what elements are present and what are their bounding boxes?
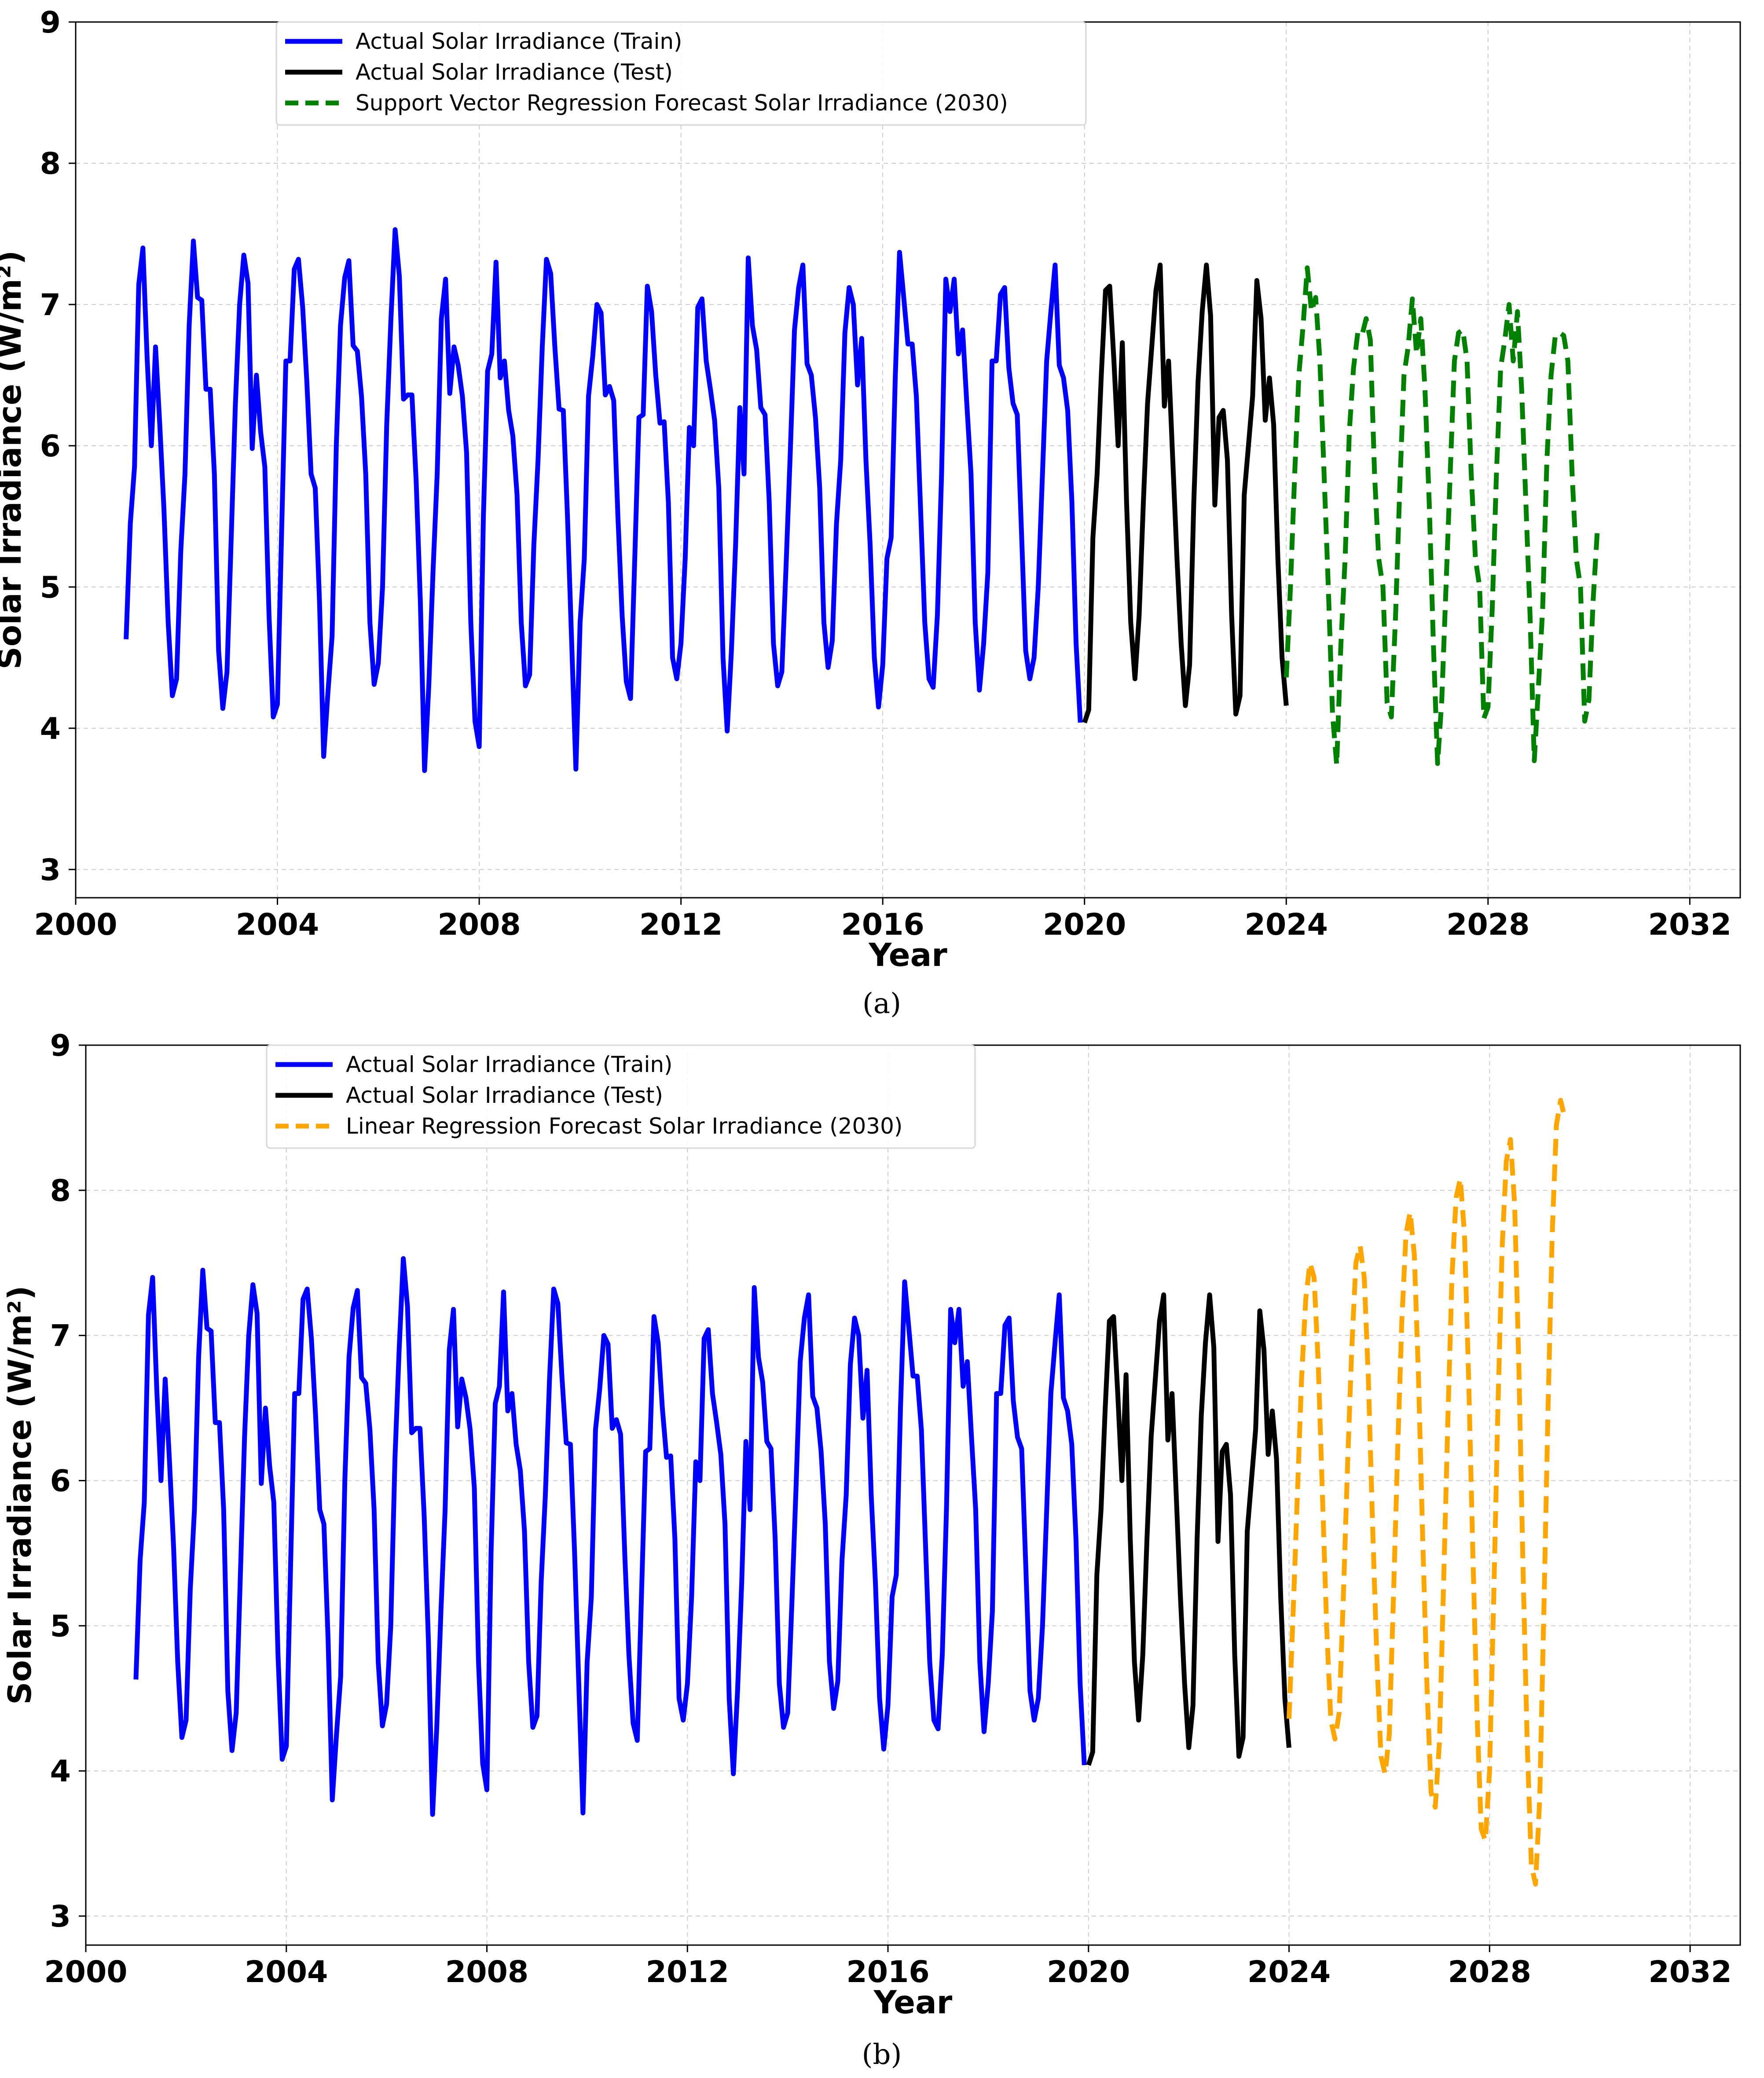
- x-tick-label: 2028: [1448, 1955, 1531, 1990]
- x-tick-label: 2020: [1047, 1955, 1130, 1990]
- y-tick-label: 8: [50, 1174, 71, 1208]
- legend-label-1: Actual Solar Irradiance (Train): [356, 29, 682, 54]
- panel-a: 2000 2004 2008 2012 2016 2020 2024 2028 2032 3 4 5 6…: [0, 5, 1741, 973]
- legend-label-3: Linear Regression Forecast Solar Irradia…: [346, 1113, 902, 1139]
- x-tick-label: 2016: [841, 907, 924, 942]
- legend-label-2: Actual Solar Irradiance (Test): [346, 1083, 663, 1108]
- x-tick-label: 2008: [445, 1955, 528, 1990]
- series-line-1: [124, 227, 1083, 773]
- y-tick-label: 6: [50, 1464, 71, 1499]
- series-line-2: [1086, 1292, 1291, 1766]
- x-tick-label: 2000: [34, 907, 117, 942]
- series-line-3: [1284, 265, 1600, 767]
- legend-label-3: Support Vector Regression Forecast Solar…: [356, 90, 1008, 116]
- y-tick-label: 7: [40, 288, 61, 323]
- y-tick-label: 4: [40, 712, 61, 746]
- panel-b: 2000 2004 2008 2012 2016 2020 2024 2028 2032 3 4 5 6…: [1, 1028, 1741, 2021]
- x-axis-label: Year: [868, 936, 947, 973]
- y-tick-label: 5: [40, 570, 61, 605]
- x-tick-label: 2012: [639, 907, 722, 942]
- x-tick-label: 2024: [1247, 1955, 1331, 1990]
- y-axis-label: Solar Irradiance (W/m²): [1, 1285, 38, 1704]
- y-tick-label: 8: [40, 147, 61, 181]
- y-tick-label: 9: [40, 5, 61, 40]
- legend-label-1: Actual Solar Irradiance (Train): [346, 1052, 673, 1077]
- legend: Actual Solar Irradiance (Train) Actual So…: [275, 21, 1087, 126]
- series-line-2: [1082, 262, 1289, 723]
- x-tick-label: 2004: [236, 907, 319, 942]
- y-tick-label: 6: [40, 429, 61, 464]
- legend-label-2: Actual Solar Irradiance (Test): [356, 59, 673, 85]
- caption-b: (b): [862, 2038, 902, 2071]
- x-tick-label: 2020: [1043, 907, 1126, 942]
- y-tick-label: 4: [50, 1754, 71, 1789]
- legend-box: [266, 1044, 976, 1149]
- x-tick-label: 2008: [437, 907, 521, 942]
- legend-box: [275, 21, 1087, 126]
- y-tick-label: 9: [50, 1028, 71, 1063]
- y-axis-label: Solar Irradiance (W/m²): [0, 250, 28, 669]
- y-tick-label: 5: [50, 1609, 71, 1644]
- y-tick-label: 3: [50, 1899, 71, 1934]
- x-tick-label: 2028: [1446, 907, 1529, 942]
- x-tick-label: 2012: [646, 1955, 729, 1990]
- y-tick-label: 7: [50, 1319, 71, 1354]
- x-tick-label: 2000: [44, 1955, 127, 1990]
- caption-a: (a): [862, 988, 901, 1020]
- x-tick-label: 2016: [846, 1955, 929, 1990]
- x-tick-label: 2004: [245, 1955, 328, 1990]
- x-tick-label: 2032: [1648, 907, 1731, 942]
- y-tick-label: 3: [40, 853, 61, 888]
- x-tick-label: 2024: [1245, 907, 1328, 942]
- x-tick-label: 2032: [1648, 1955, 1731, 1990]
- x-axis-label: Year: [873, 1984, 953, 2021]
- series-line-1: [133, 1256, 1087, 1817]
- legend: Actual Solar Irradiance (Train) Actual So…: [266, 1044, 976, 1149]
- series-line-3: [1287, 1098, 1567, 1887]
